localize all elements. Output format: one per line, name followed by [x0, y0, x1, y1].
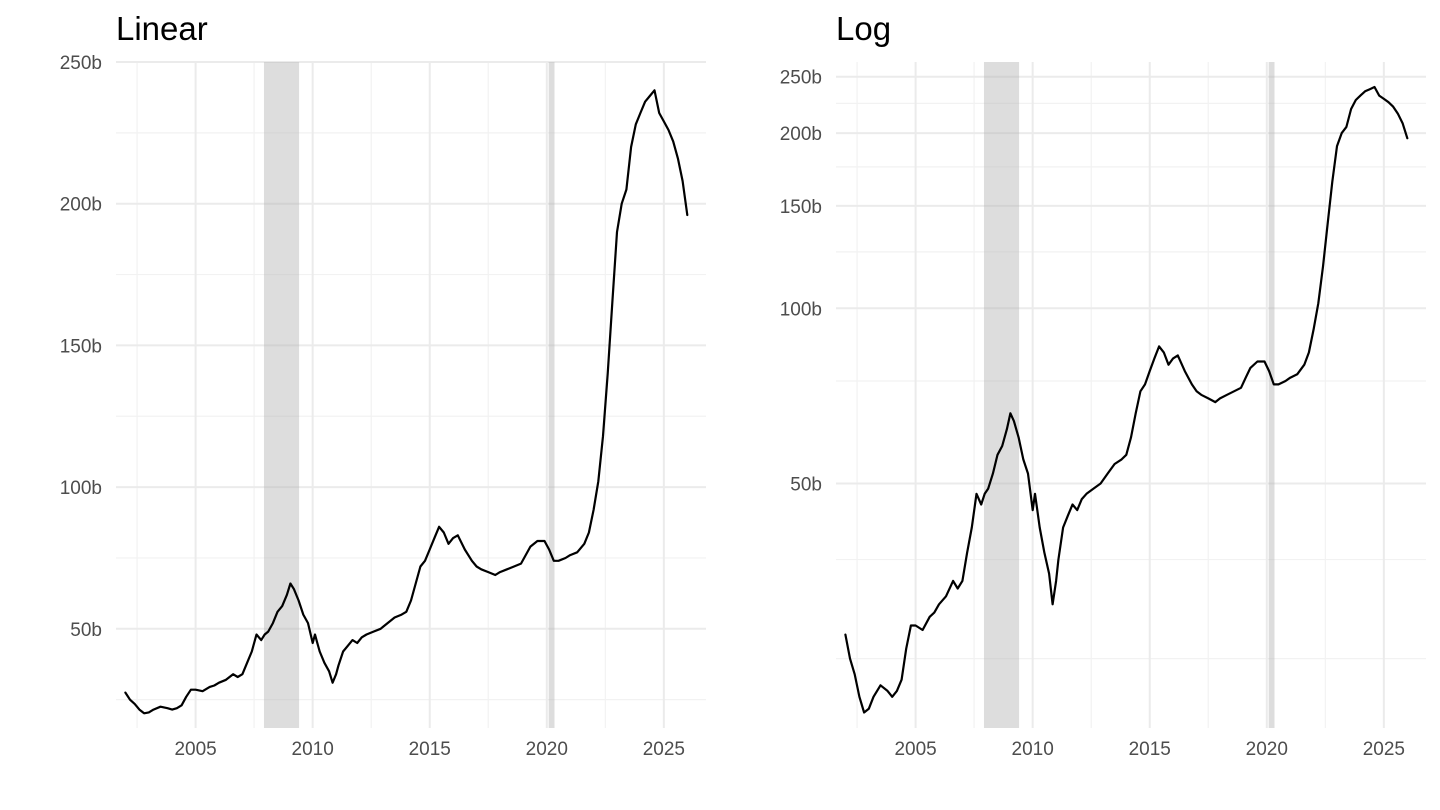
- linear-x-tick-label: 2025: [643, 739, 685, 760]
- log-y-tick-label: 50b: [790, 474, 822, 495]
- linear-x-tick-label: 2005: [174, 739, 216, 760]
- linear-gridlines: [116, 61, 706, 728]
- linear-series-line: [124, 89, 689, 715]
- log-y-tick-label: 250b: [780, 68, 822, 89]
- log-x-tick-label: 2015: [1129, 739, 1171, 760]
- linear-recession-band: [548, 62, 555, 728]
- linear-y-tick-label: 50b: [70, 620, 102, 641]
- log-x-tick-label: 2005: [894, 739, 936, 760]
- linear-panel: Linear 50b 100b 150b 200b 250b 2005 2010 2015 20…: [60, 10, 706, 760]
- linear-x-tick-label: 2015: [409, 739, 451, 760]
- log-x-tick-label: 2010: [1012, 739, 1054, 760]
- log-panel: Log 50b 100b 150b 200b 250b 2005 2010 2015 2020 2…: [780, 10, 1426, 760]
- linear-y-tick-label: 100b: [60, 478, 102, 499]
- log-recession-band: [1268, 62, 1275, 728]
- linear-y-tick-label: 150b: [60, 336, 102, 357]
- linear-y-tick-label: 250b: [60, 53, 102, 74]
- linear-recession-band: [263, 62, 300, 728]
- log-recession-band: [983, 62, 1020, 728]
- log-y-tick-label: 100b: [780, 299, 822, 320]
- linear-x-tick-label: 2020: [526, 739, 568, 760]
- log-y-tick-label: 200b: [780, 124, 822, 145]
- log-panel-title: Log: [836, 10, 891, 47]
- linear-y-tick-label: 200b: [60, 195, 102, 216]
- log-series-line: [844, 85, 1409, 714]
- log-gridlines: [836, 62, 1426, 728]
- log-x-tick-label: 2020: [1246, 739, 1288, 760]
- log-y-tick-label: 150b: [780, 197, 822, 218]
- linear-x-tick-label: 2010: [292, 739, 334, 760]
- linear-panel-title: Linear: [116, 10, 208, 47]
- log-x-tick-label: 2025: [1363, 739, 1405, 760]
